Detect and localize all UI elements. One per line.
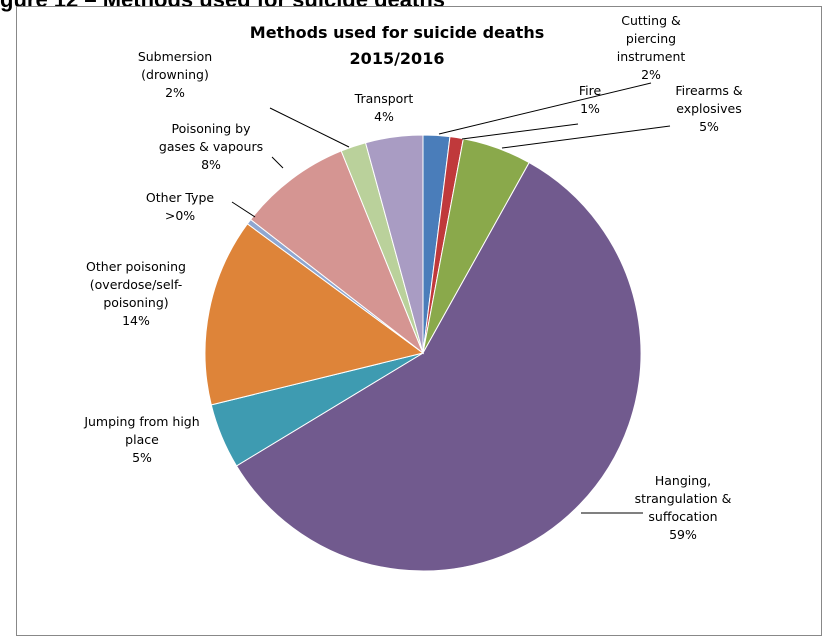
pie-slice-3 <box>235 161 642 572</box>
slice-label-1: Fire 1% <box>579 83 602 116</box>
slice-label-4: Jumping from high place 5% <box>83 414 199 465</box>
slice-label-6: Other Type >0% <box>146 190 214 223</box>
pie-slice-9 <box>364 134 424 354</box>
pie-slice-7 <box>249 150 425 355</box>
chart-title: Methods used for suicide deaths 2015/2016 <box>250 23 544 68</box>
slice-label-0: Cutting & piercing instrument 2% <box>617 13 686 82</box>
leader-line-2 <box>501 125 671 149</box>
slice-label-7: Poisoning by gases & vapours 8% <box>159 121 263 172</box>
slice-label-3: Hanging, strangulation & suffocation 59% <box>635 473 732 542</box>
leader-line-1 <box>461 123 579 140</box>
leader-line-8 <box>269 107 350 148</box>
slice-label-9: Transport 4% <box>354 91 414 124</box>
pie-slice-5 <box>204 223 425 406</box>
slice-label-2: Firearms & explosives 5% <box>675 83 743 134</box>
leader-line-0 <box>438 82 652 135</box>
leader-line-6 <box>231 201 256 218</box>
slice-label-5: Other poisoning (overdose/self-poisoning)… <box>86 259 186 328</box>
leader-line-7 <box>271 156 284 169</box>
slice-label-8: Submersion (drowning) 2% <box>138 49 212 100</box>
